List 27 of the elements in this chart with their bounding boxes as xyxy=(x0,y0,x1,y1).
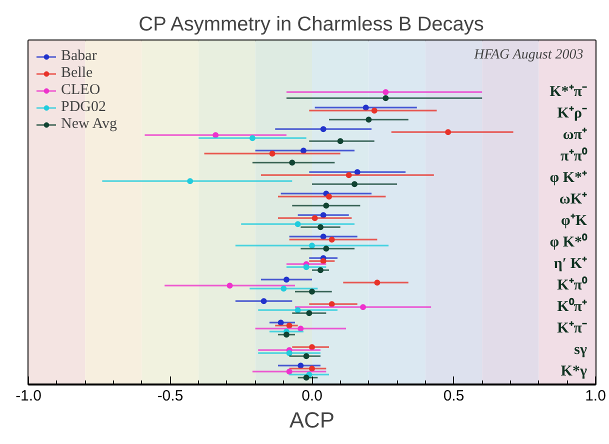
legend-label: PDG02 xyxy=(61,99,106,116)
y-tick-label: K⁺ρ⁻ xyxy=(557,106,588,122)
x-tick-label: 0.0 xyxy=(302,388,322,404)
y-tick-label: φ K*⁰ xyxy=(550,232,588,251)
x-tick-label: 0.5 xyxy=(443,388,464,404)
y-tick-label: K⁺π⁰ xyxy=(557,276,588,294)
y-tick-label: ωK⁺ xyxy=(559,192,588,208)
y-tick-label: η′ K⁺ xyxy=(554,256,587,272)
y-tick-label: K*⁺π⁻ xyxy=(550,84,587,100)
chart-title: CP Asymmetry in Charmless B Decays xyxy=(138,14,484,36)
y-tick-label: φ⁺K xyxy=(560,213,588,230)
text: HFAG August 2003 xyxy=(473,48,584,62)
legend-label: CLEO xyxy=(61,82,100,99)
legend-label: Belle xyxy=(61,65,93,82)
x-axis-title: ACP xyxy=(289,408,335,432)
x-tick-label: -0.5 xyxy=(157,388,184,404)
y-tick-label: K*γ xyxy=(560,364,587,380)
y-tick-label: K⁺π⁻ xyxy=(557,320,587,337)
x-tick-label: -1.0 xyxy=(16,388,42,404)
x-tick-label: 1.0 xyxy=(585,388,606,404)
y-tick-label: K⁰π⁺ xyxy=(557,297,587,316)
legend-label: New Avg xyxy=(61,116,117,133)
y-tick-label: φ K*⁺ xyxy=(550,170,587,186)
y-tick-label: π⁺π⁰ xyxy=(560,146,588,165)
legend-label: Babar xyxy=(61,48,97,65)
y-tick-label: sγ xyxy=(574,342,587,358)
y-tick-label: ωπ⁺ xyxy=(562,127,587,144)
